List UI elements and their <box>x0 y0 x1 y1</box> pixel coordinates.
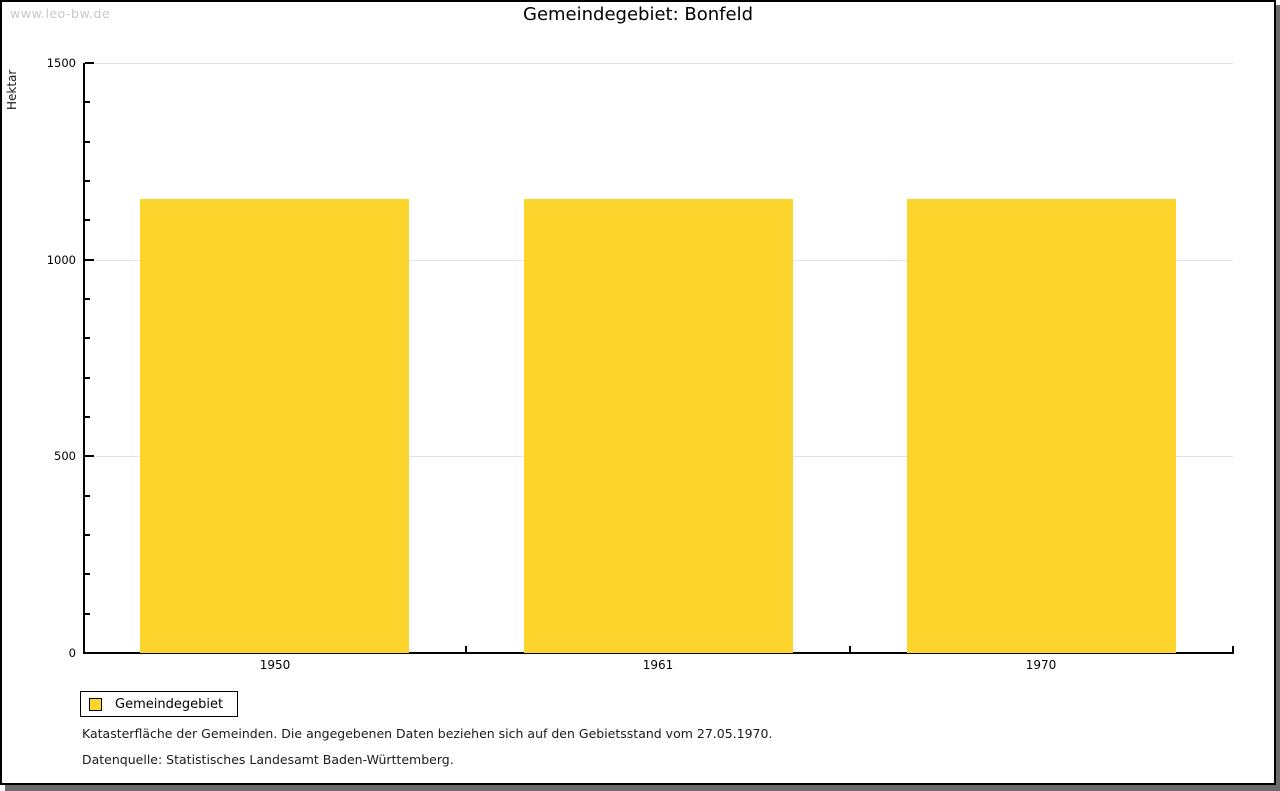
x-axis-label: 1970 <box>1025 658 1057 672</box>
bar-1970 <box>907 199 1176 653</box>
y-tick-minor <box>85 416 90 418</box>
x-axis-tick <box>849 646 851 653</box>
x-axis-line <box>83 652 1234 654</box>
window-shadow-bottom <box>5 785 1280 791</box>
y-axis-tick-label: 500 <box>54 449 76 463</box>
y-tick-minor <box>85 573 90 575</box>
y-axis-tick-label: 0 <box>68 646 76 660</box>
y-tick-major <box>85 259 94 261</box>
y-tick-minor <box>85 219 90 221</box>
x-axis-label: 1961 <box>642 658 674 672</box>
x-axis-label: 1950 <box>259 658 291 672</box>
y-tick-minor <box>85 180 90 182</box>
y-axis-tick-label: 1500 <box>46 56 76 70</box>
footnote-source: Datenquelle: Statistisches Landesamt Bad… <box>82 752 454 767</box>
y-axis-tick-label: 1000 <box>46 253 76 267</box>
y-tick-minor <box>85 534 90 536</box>
bar-1961 <box>524 199 793 653</box>
legend-color-swatch <box>89 697 102 711</box>
watermark-url: www.leo-bw.de <box>10 6 111 21</box>
x-axis-tick <box>465 646 467 653</box>
footnote-description: Katasterfläche der Gemeinden. Die angege… <box>82 726 773 741</box>
chart-title: Gemeindegebiet: Bonfeld <box>523 4 753 25</box>
legend: Gemeindegebiet <box>80 691 239 717</box>
legend-label: Gemeindegebiet <box>115 696 224 712</box>
y-tick-minor <box>85 613 90 615</box>
y-tick-minor <box>85 298 90 300</box>
y-tick-minor <box>85 377 90 379</box>
y-tick-major <box>85 455 94 457</box>
window-shadow-right <box>1276 5 1280 791</box>
bar-1950 <box>140 199 409 653</box>
y-tick-minor <box>85 141 90 143</box>
gridline <box>85 63 1233 64</box>
x-axis-endcap <box>1232 646 1234 654</box>
y-axis-line <box>83 63 85 654</box>
y-tick-major <box>85 62 94 64</box>
y-tick-minor <box>85 101 90 103</box>
y-tick-minor <box>85 337 90 339</box>
y-tick-minor <box>85 495 90 497</box>
